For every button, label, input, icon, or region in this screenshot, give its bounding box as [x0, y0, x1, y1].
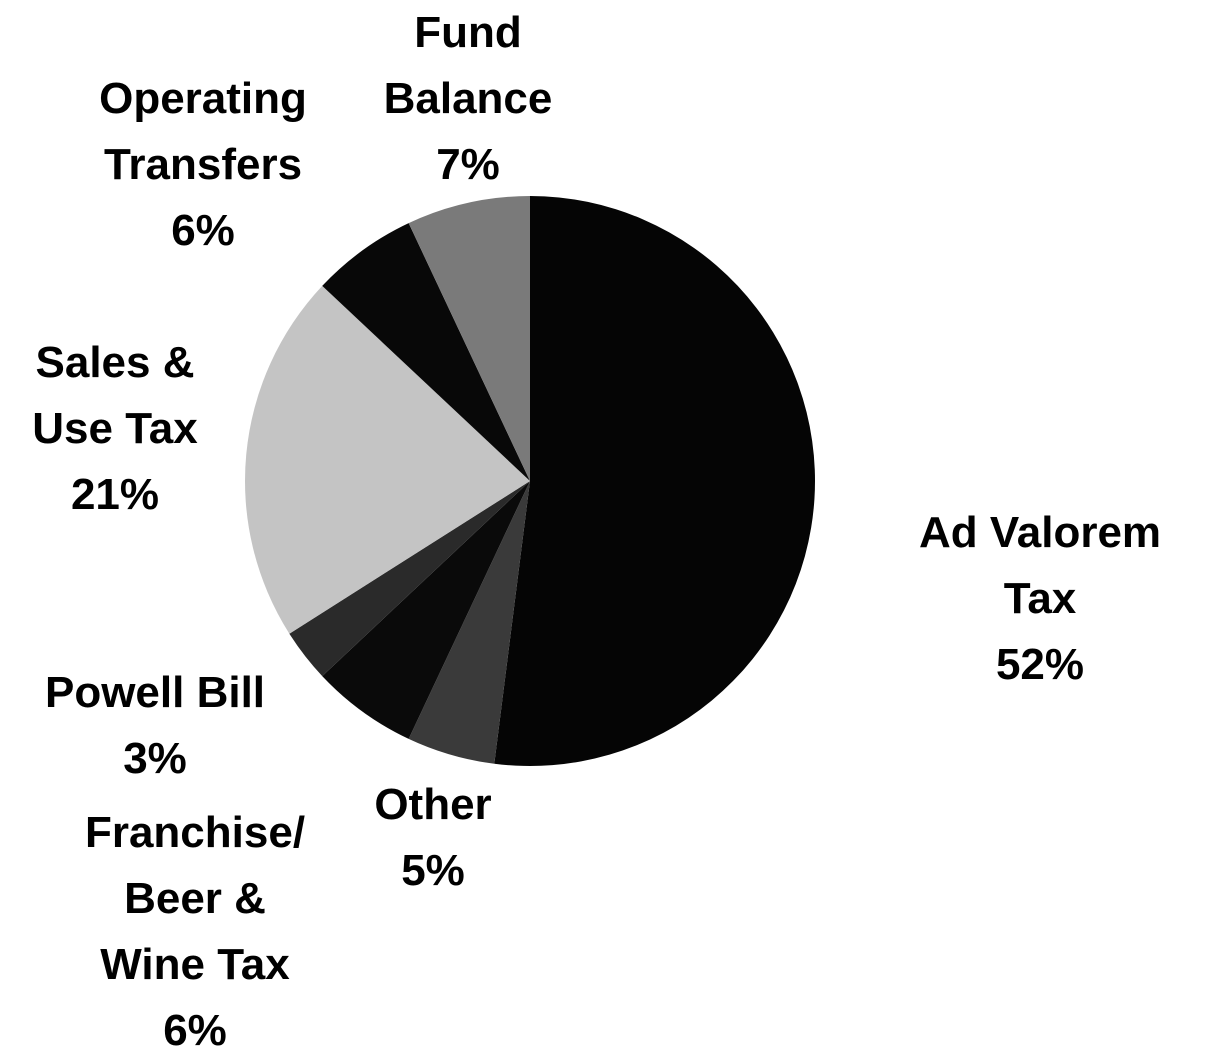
category-name: Other — [374, 780, 492, 829]
pie-slice — [494, 196, 815, 766]
value-label: 52% — [995, 640, 1085, 689]
value-label: 21% — [70, 470, 160, 519]
pie-slice — [289, 481, 530, 677]
category-name: Powell Bill — [44, 668, 266, 717]
pie-slice — [322, 223, 530, 482]
pie-slice — [322, 481, 530, 739]
category-name: Operating Transfers — [99, 74, 307, 189]
slice-label: Powell Bill 3% — [0, 660, 355, 792]
value-label: 6% — [163, 1006, 227, 1051]
value-label: 7% — [436, 140, 500, 189]
slice-label: Sales & Use Tax 21% — [0, 330, 315, 528]
value-label: 3% — [123, 734, 187, 783]
pie-slice — [408, 196, 530, 481]
pie-slice — [245, 285, 530, 634]
value-label: 6% — [171, 206, 235, 255]
slice-label: Fund Balance 7% — [268, 0, 668, 198]
category-name: Fund Balance — [383, 8, 553, 123]
category-name: Ad Valorem Tax — [918, 508, 1162, 623]
slice-label: Other 5% — [233, 772, 633, 904]
category-name: Sales & Use Tax — [32, 338, 198, 453]
slice-label: Operating Transfers 6% — [3, 66, 403, 264]
slice-label: Franchise/ Beer & Wine Tax 6% — [0, 800, 395, 1051]
value-label: 5% — [401, 846, 465, 895]
slice-label: Ad Valorem Tax 52% — [840, 500, 1207, 698]
category-name: Franchise/ Beer & Wine Tax — [84, 808, 306, 989]
pie-slice — [408, 481, 530, 764]
